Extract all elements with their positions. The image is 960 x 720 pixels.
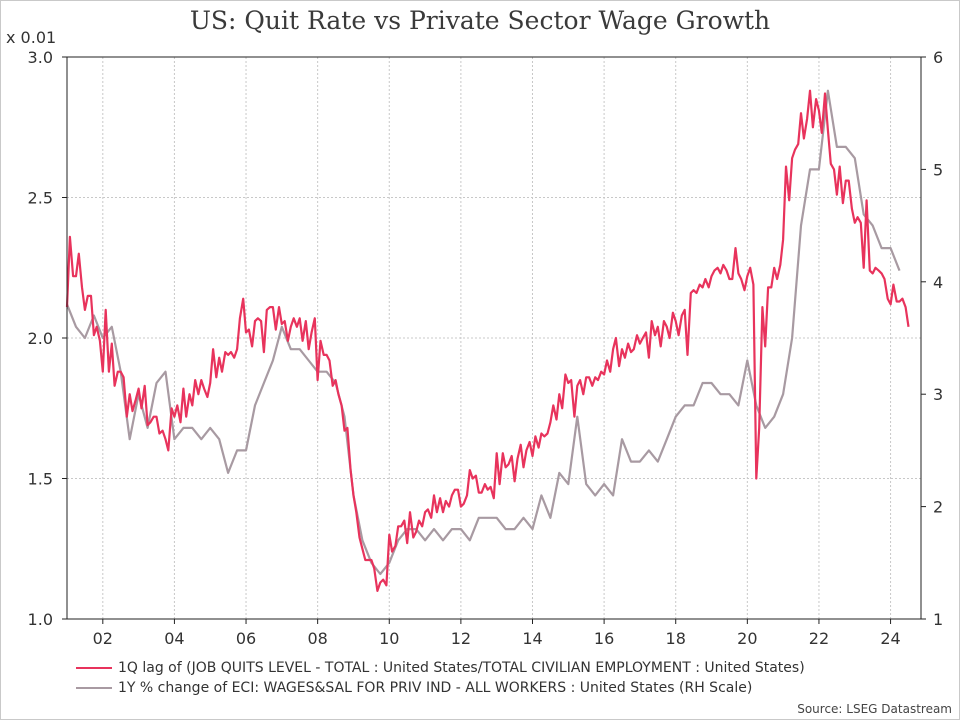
series-line-eci — [65, 89, 901, 576]
y-tick-left: 1.0 — [28, 610, 53, 629]
y-tick-right: 6 — [933, 48, 943, 67]
x-tick: 04 — [164, 629, 184, 648]
x-tick: 20 — [737, 629, 757, 648]
legend-label-eci: 1Y % change of ECI: WAGES&SAL FOR PRIV I… — [118, 680, 753, 696]
x-tick: 12 — [451, 629, 471, 648]
y-tick-right: 2 — [933, 498, 943, 517]
x-tick: 24 — [880, 629, 900, 648]
chart-title: US: Quit Rate vs Private Sector Wage Gro… — [189, 6, 771, 35]
legend-label-quits: 1Q lag of (JOB QUITS LEVEL - TOTAL : Uni… — [118, 660, 805, 676]
y-tick-right: 5 — [933, 160, 943, 179]
x-tick: 08 — [307, 629, 327, 648]
x-tick: 16 — [594, 629, 614, 648]
series-lines — [65, 89, 910, 592]
x-tick: 10 — [379, 629, 399, 648]
legend-item-eci: 1Y % change of ECI: WAGES&SAL FOR PRIV I… — [76, 680, 752, 696]
y-tick-right: 1 — [933, 610, 943, 629]
x-tick: 06 — [236, 629, 256, 648]
y-tick-left: 3.0 — [28, 48, 53, 67]
x-tick: 22 — [809, 629, 829, 648]
series-line-quits — [65, 89, 910, 592]
x-tick: 14 — [522, 629, 542, 648]
x-tick: 18 — [666, 629, 686, 648]
y-tick-left: 2.0 — [28, 329, 53, 348]
legend-swatch-eci — [76, 687, 112, 689]
y-tick-right: 3 — [933, 385, 943, 404]
x-tick: 02 — [93, 629, 113, 648]
y-tick-left: 1.5 — [28, 470, 53, 489]
legend-swatch-quits — [76, 667, 112, 669]
y-tick-left: 2.5 — [28, 189, 53, 208]
y-tick-right: 4 — [933, 273, 943, 292]
source-note: Source: LSEG Datastream — [797, 702, 952, 716]
legend-item-quits: 1Q lag of (JOB QUITS LEVEL - TOTAL : Uni… — [76, 660, 805, 676]
left-axis-unit: x 0.01 — [6, 28, 57, 47]
